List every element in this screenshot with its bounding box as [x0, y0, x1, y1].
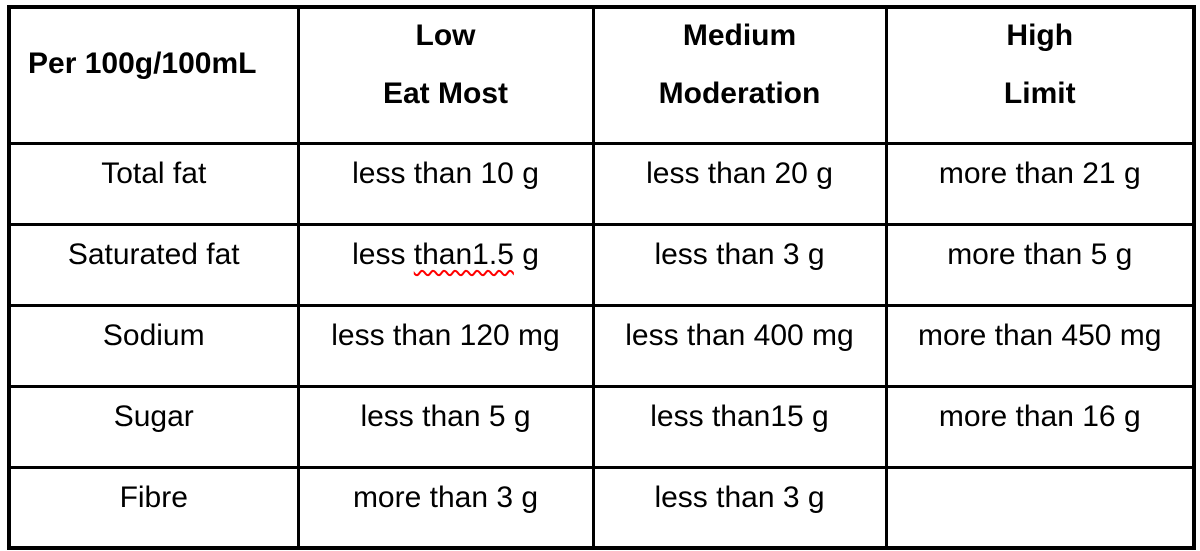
cell-sugar-medium: less than15 g — [591, 384, 888, 469]
cell-sodium-medium: less than 400 mg — [591, 303, 888, 388]
spellcheck-flagged-text: than1.5 — [413, 237, 514, 271]
cell-fibre-low: more than 3 g — [296, 465, 595, 550]
table-row-fibre: Fibre more than 3 g less than 3 g — [7, 465, 1196, 550]
header-per-100g: Per 100g/100mL — [7, 5, 300, 145]
cell-saturated-fat-low: less than1.5 g — [296, 222, 595, 307]
row-label: Sugar — [7, 384, 300, 469]
cell-sodium-low: less than 120 mg — [296, 303, 595, 388]
row-label: Total fat — [7, 141, 300, 226]
header-medium-line2: Moderation — [658, 77, 821, 110]
row-label: Fibre — [7, 465, 300, 550]
cell-text-before: less — [352, 237, 414, 271]
table-row-sugar: Sugar less than 5 g less than15 g more t… — [7, 384, 1196, 469]
header-high: High Limit — [884, 5, 1196, 145]
cell-fibre-medium: less than 3 g — [591, 465, 888, 550]
header-low-line1: Low — [415, 19, 476, 52]
header-medium-line1: Medium — [682, 19, 797, 52]
table-row-total-fat: Total fat less than 10 g less than 20 g … — [7, 141, 1196, 226]
row-label: Sodium — [7, 303, 300, 388]
table-row-sodium: Sodium less than 120 mg less than 400 mg… — [7, 303, 1196, 388]
cell-total-fat-high: more than 21 g — [884, 141, 1196, 226]
header-high-line1: High — [1006, 19, 1074, 52]
cell-saturated-fat-high: more than 5 g — [884, 222, 1196, 307]
cell-total-fat-low: less than 10 g — [296, 141, 595, 226]
header-low-line2: Eat Most — [382, 77, 508, 110]
cell-fibre-high — [884, 465, 1196, 550]
header-per-100g-label: Per 100g/100mL — [28, 47, 257, 80]
row-label: Saturated fat — [7, 222, 300, 307]
table-row-saturated-fat: Saturated fat less than1.5 g less than 3… — [7, 222, 1196, 307]
nutrient-thresholds-table: Per 100g/100mL Low Eat Most Medium Moder… — [7, 5, 1196, 550]
cell-total-fat-medium: less than 20 g — [591, 141, 888, 226]
header-row: Per 100g/100mL Low Eat Most Medium Moder… — [7, 5, 1196, 145]
cell-sodium-high: more than 450 mg — [884, 303, 1196, 388]
header-medium: Medium Moderation — [591, 5, 888, 145]
cell-sugar-high: more than 16 g — [884, 384, 1196, 469]
header-low: Low Eat Most — [296, 5, 595, 145]
cell-text-after: g — [513, 237, 539, 271]
cell-saturated-fat-medium: less than 3 g — [591, 222, 888, 307]
header-high-line2: Limit — [1003, 77, 1076, 110]
cell-sugar-low: less than 5 g — [296, 384, 595, 469]
